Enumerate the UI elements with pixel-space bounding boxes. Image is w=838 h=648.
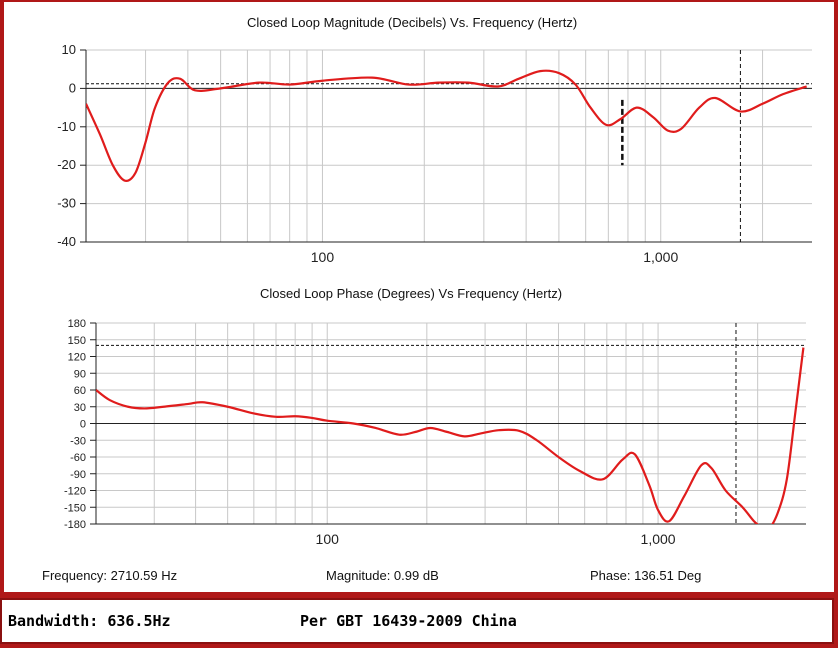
main-panel: Closed Loop Magnitude (Decibels) Vs. Fre… bbox=[4, 2, 834, 592]
phase-readout: Phase: 136.51 Deg bbox=[590, 568, 702, 583]
y-tick-label: -90 bbox=[70, 469, 86, 481]
magnitude-readout: Magnitude: 0.99 dB bbox=[326, 568, 439, 583]
x-tick-label: 100 bbox=[311, 249, 335, 265]
x-tick-label: 1,000 bbox=[643, 249, 678, 265]
y-tick-label: 60 bbox=[74, 385, 86, 397]
y-tick-label: -180 bbox=[64, 519, 86, 531]
y-tick-label: 90 bbox=[74, 368, 86, 380]
y-tick-label: -60 bbox=[70, 452, 86, 464]
y-tick-label: 0 bbox=[69, 80, 76, 95]
magnitude-chart-title: Closed Loop Magnitude (Decibels) Vs. Fre… bbox=[247, 15, 578, 30]
y-tick-label: -30 bbox=[57, 196, 76, 211]
y-tick-label: -30 bbox=[70, 435, 86, 447]
y-tick-label: 180 bbox=[68, 318, 86, 330]
y-tick-label: 10 bbox=[62, 42, 76, 57]
y-tick-label: 30 bbox=[74, 402, 86, 414]
y-tick-label: 150 bbox=[68, 335, 86, 347]
series-line bbox=[96, 347, 805, 524]
y-tick-label: -10 bbox=[57, 119, 76, 134]
y-tick-label: 0 bbox=[80, 419, 86, 431]
y-tick-label: 120 bbox=[68, 352, 86, 364]
bandwidth-label: Bandwidth: 636.5Hz bbox=[8, 612, 171, 630]
series-line bbox=[86, 69, 807, 182]
standard-label: Per GBT 16439-2009 China bbox=[300, 612, 517, 630]
x-tick-label: 1,000 bbox=[641, 531, 676, 547]
frequency-readout: Frequency: 2710.59 Hz bbox=[42, 568, 178, 583]
y-tick-label: -150 bbox=[64, 502, 86, 514]
y-tick-label: -40 bbox=[57, 234, 76, 249]
phase-chart-title: Closed Loop Phase (Degrees) Vs Frequency… bbox=[260, 286, 563, 301]
y-tick-label: -20 bbox=[57, 157, 76, 172]
status-bar: Bandwidth: 636.5Hz Per GBT 16439-2009 Ch… bbox=[0, 598, 834, 644]
y-tick-label: -120 bbox=[64, 486, 86, 498]
x-tick-label: 100 bbox=[316, 531, 340, 547]
phase-chart: 180 150 120 90 60 30 0 -30 -60 -90 -120 -150 -180 100… bbox=[64, 318, 806, 547]
